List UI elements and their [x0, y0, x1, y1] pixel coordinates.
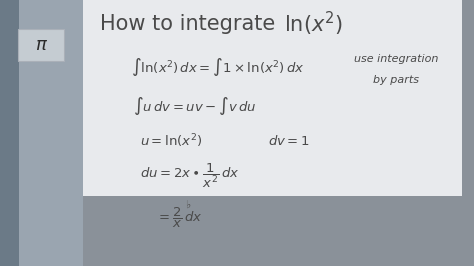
Text: $\int u\,dv = uv - \int v\,du$: $\int u\,dv = uv - \int v\,du$: [133, 95, 256, 117]
Bar: [0, 196, 474, 266]
Text: $\int \ln(x^2)\,dx = \int 1 \times \ln(x^2)\,dx$: $\int \ln(x^2)\,dx = \int 1 \times \ln(x…: [131, 56, 305, 77]
Text: by parts: by parts: [373, 75, 419, 85]
Text: How to integrate: How to integrate: [100, 14, 275, 34]
Text: $= \dfrac{2}{x}\,dx$: $= \dfrac{2}{x}\,dx$: [156, 206, 203, 230]
Bar: [462, 0, 474, 266]
Text: $du = 2x \bullet \dfrac{1}{x^2}\,dx$: $du = 2x \bullet \dfrac{1}{x^2}\,dx$: [140, 161, 239, 190]
Bar: [0, 0, 19, 266]
Text: $u = \ln(x^2)$: $u = \ln(x^2)$: [140, 132, 202, 150]
Bar: [18, 29, 64, 61]
Text: $dv = 1$: $dv = 1$: [268, 134, 310, 148]
Text: $\ln(x^2)$: $\ln(x^2)$: [284, 10, 343, 38]
Bar: [0, 0, 83, 266]
Text: use integration: use integration: [354, 53, 438, 64]
Text: ♭: ♭: [184, 201, 190, 210]
Text: $\pi$: $\pi$: [35, 36, 48, 54]
